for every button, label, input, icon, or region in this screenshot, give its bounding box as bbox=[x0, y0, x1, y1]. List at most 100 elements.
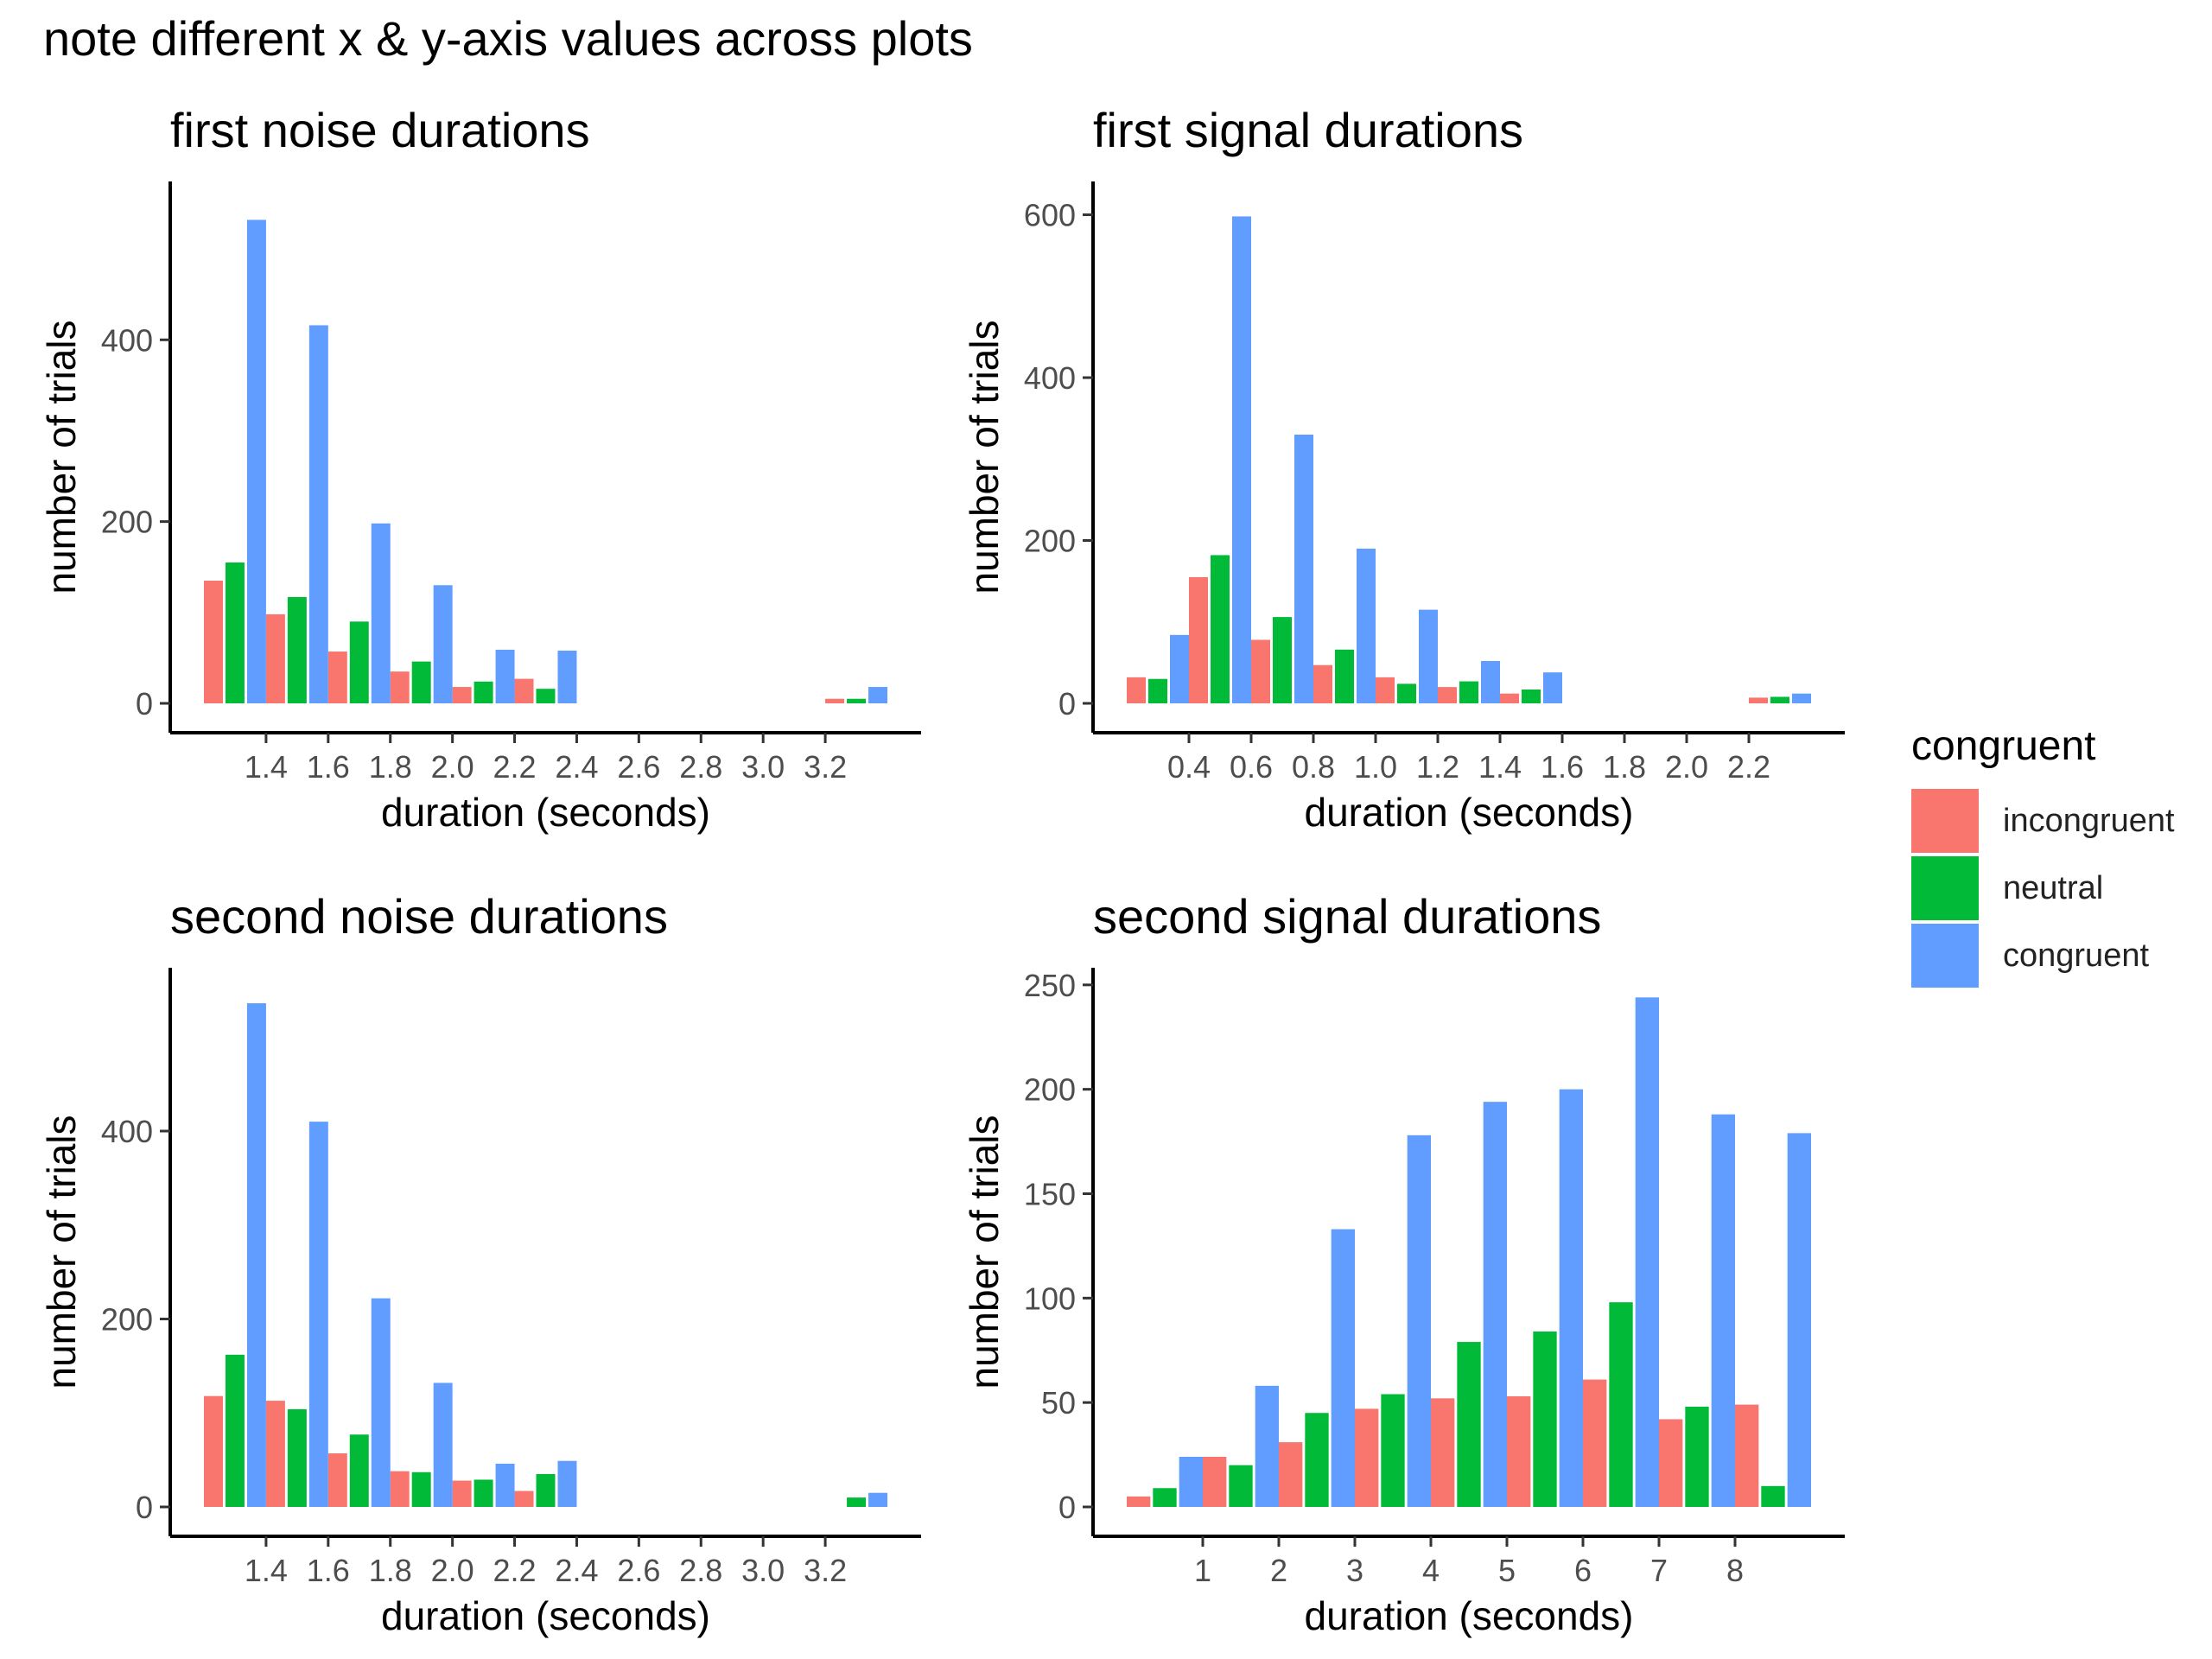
x-tick-label: 2.2 bbox=[1727, 749, 1770, 785]
x-tick-label: 5 bbox=[1498, 1553, 1516, 1588]
x-tick-label: 2.0 bbox=[431, 1553, 474, 1588]
x-tick-label: 3 bbox=[1346, 1553, 1363, 1588]
y-tick-label: 400 bbox=[1024, 360, 1076, 396]
x-tick-label: 0.4 bbox=[1167, 749, 1211, 785]
bar bbox=[868, 1492, 887, 1507]
x-tick-label: 8 bbox=[1726, 1553, 1744, 1588]
bar bbox=[1507, 1395, 1531, 1507]
bar bbox=[474, 681, 493, 703]
bar bbox=[514, 1491, 534, 1507]
bar bbox=[1357, 548, 1376, 703]
x-axis-label: duration (seconds) bbox=[1305, 790, 1634, 835]
x-tick-label: 7 bbox=[1650, 1553, 1668, 1588]
y-tick-label: 200 bbox=[1024, 1072, 1076, 1108]
legend-title: congruent bbox=[1911, 723, 2096, 769]
bar bbox=[1294, 435, 1313, 703]
bar bbox=[204, 581, 223, 703]
panel-title: first noise durations bbox=[170, 103, 590, 157]
panel-title: first signal durations bbox=[1093, 103, 1523, 157]
bar bbox=[390, 1471, 410, 1507]
bar bbox=[1148, 678, 1167, 703]
x-tick-label: 2.6 bbox=[617, 749, 660, 785]
bar bbox=[265, 1401, 285, 1507]
bar bbox=[287, 596, 307, 703]
bar bbox=[1419, 609, 1438, 703]
bar bbox=[847, 1497, 867, 1507]
y-tick-label: 0 bbox=[1058, 1490, 1076, 1525]
y-tick-label: 150 bbox=[1024, 1177, 1076, 1212]
bar bbox=[308, 1122, 328, 1507]
y-tick-label: 50 bbox=[1041, 1385, 1076, 1421]
y-tick-label: 400 bbox=[101, 1114, 153, 1149]
x-tick-label: 1.4 bbox=[245, 749, 288, 785]
x-axis-label: duration (seconds) bbox=[381, 790, 710, 835]
y-tick-label: 100 bbox=[1024, 1281, 1076, 1316]
y-tick-label: 200 bbox=[101, 1302, 153, 1338]
x-tick-label: 2.0 bbox=[431, 749, 474, 785]
bar bbox=[411, 661, 431, 703]
bar bbox=[1438, 687, 1457, 703]
x-tick-label: 2.0 bbox=[1665, 749, 1708, 785]
x-tick-label: 1.8 bbox=[1603, 749, 1646, 785]
y-tick-label: 0 bbox=[136, 1490, 153, 1525]
bar bbox=[1457, 1342, 1481, 1507]
y-tick-label: 400 bbox=[101, 322, 153, 358]
x-tick-label: 3.0 bbox=[741, 1553, 785, 1588]
bar bbox=[204, 1395, 223, 1507]
x-tick-label: 1.6 bbox=[307, 749, 350, 785]
x-axis-label: duration (seconds) bbox=[1305, 1593, 1634, 1638]
bar bbox=[1170, 634, 1189, 703]
bar bbox=[1770, 696, 1789, 703]
bar bbox=[452, 687, 472, 703]
bar bbox=[1335, 649, 1354, 703]
bar bbox=[1397, 683, 1416, 703]
bar bbox=[495, 649, 515, 703]
bar bbox=[1543, 672, 1562, 703]
bar bbox=[1735, 1404, 1759, 1507]
bar bbox=[390, 671, 410, 703]
bar bbox=[1381, 1394, 1405, 1507]
bar bbox=[1273, 617, 1292, 703]
bar bbox=[1792, 693, 1811, 703]
bar bbox=[1153, 1488, 1177, 1507]
bar bbox=[1331, 1229, 1355, 1507]
y-tick-label: 0 bbox=[1058, 686, 1076, 721]
bar bbox=[1407, 1135, 1431, 1507]
panel-title: second signal durations bbox=[1093, 889, 1601, 944]
legend: congruent incongruent neutral congruent bbox=[1911, 722, 2175, 989]
y-axis-label: number of trials bbox=[39, 1115, 84, 1389]
bar bbox=[557, 650, 577, 703]
legend-item-neutral: neutral bbox=[1911, 855, 2175, 922]
x-tick-label: 2.4 bbox=[555, 1553, 598, 1588]
bar bbox=[1355, 1408, 1379, 1507]
bar bbox=[1761, 1485, 1785, 1507]
x-tick-label: 3.2 bbox=[804, 749, 847, 785]
x-tick-label: 2.6 bbox=[617, 1553, 660, 1588]
y-tick-label: 600 bbox=[1024, 198, 1076, 233]
legend-label: incongruent bbox=[2003, 802, 2175, 839]
x-tick-label: 1.2 bbox=[1416, 749, 1459, 785]
x-tick-label: 1.0 bbox=[1354, 749, 1397, 785]
bar bbox=[1127, 677, 1146, 703]
y-axis-label: number of trials bbox=[39, 320, 84, 594]
y-tick-label: 200 bbox=[1024, 524, 1076, 559]
x-tick-label: 1.8 bbox=[369, 1553, 412, 1588]
bar bbox=[1127, 1496, 1151, 1507]
bar bbox=[514, 678, 534, 703]
bar bbox=[1229, 1465, 1253, 1507]
bar bbox=[1483, 1102, 1507, 1507]
bar bbox=[1711, 1114, 1735, 1507]
bar bbox=[825, 698, 845, 703]
y-axis-label: number of trials bbox=[962, 320, 1007, 594]
bar bbox=[1559, 1089, 1583, 1507]
x-tick-label: 3.0 bbox=[741, 749, 785, 785]
x-tick-label: 2.2 bbox=[493, 1553, 537, 1588]
bar bbox=[536, 689, 556, 703]
bar bbox=[1685, 1407, 1709, 1507]
x-tick-label: 2.8 bbox=[679, 749, 722, 785]
x-tick-label: 6 bbox=[1574, 1553, 1592, 1588]
x-tick-label: 1.4 bbox=[245, 1553, 288, 1588]
legend-label: congruent bbox=[2003, 937, 2150, 974]
x-tick-label: 1.4 bbox=[1478, 749, 1522, 785]
